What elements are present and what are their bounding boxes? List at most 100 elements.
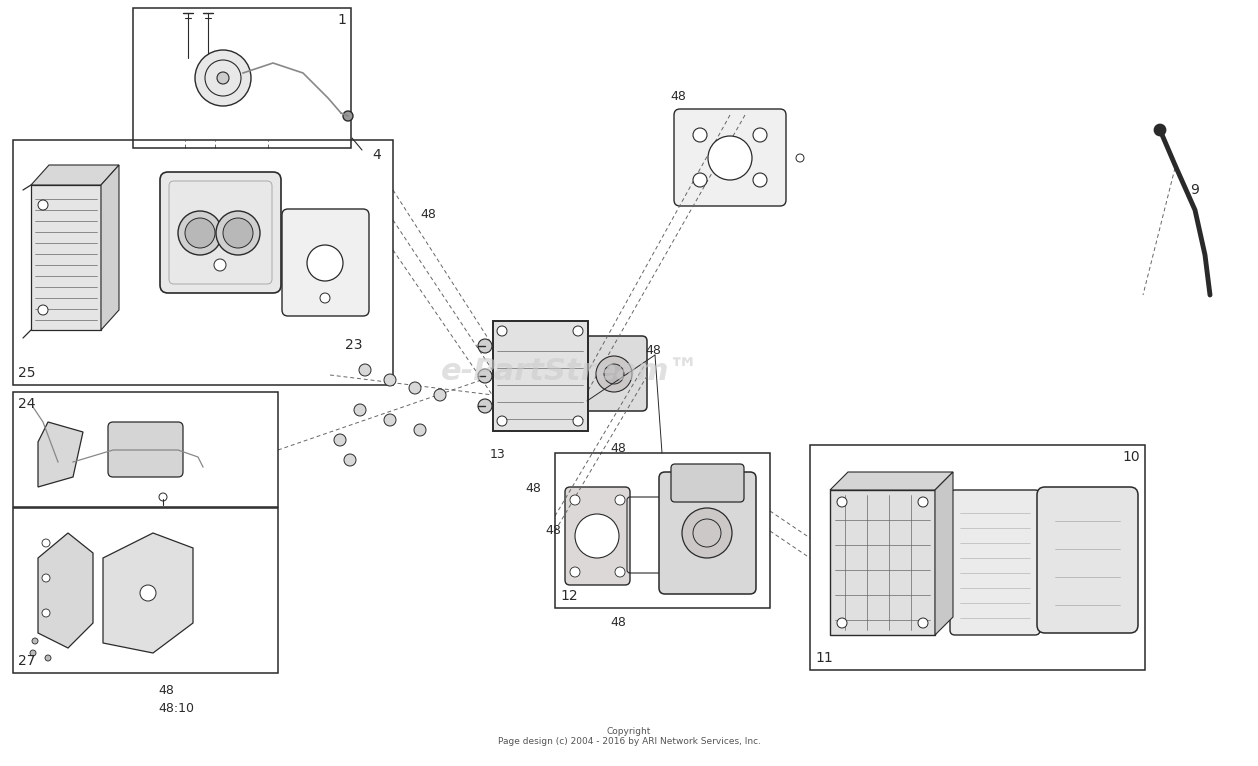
Polygon shape (38, 422, 83, 487)
Text: 27: 27 (18, 654, 35, 668)
Circle shape (42, 609, 50, 617)
Circle shape (320, 293, 330, 303)
Circle shape (693, 128, 707, 142)
Circle shape (343, 111, 353, 121)
Circle shape (45, 655, 52, 661)
Circle shape (335, 434, 346, 446)
Text: 25: 25 (18, 366, 35, 380)
Circle shape (353, 404, 366, 416)
Circle shape (177, 211, 221, 255)
Circle shape (918, 618, 928, 628)
Circle shape (384, 374, 396, 386)
FancyBboxPatch shape (674, 109, 786, 206)
Circle shape (754, 173, 767, 187)
Bar (493, 321, 587, 431)
Text: 48: 48 (610, 617, 626, 630)
Circle shape (185, 218, 215, 248)
Circle shape (216, 211, 260, 255)
Circle shape (214, 259, 226, 271)
FancyBboxPatch shape (950, 490, 1040, 635)
Circle shape (708, 136, 752, 180)
Text: 23: 23 (345, 338, 362, 352)
Circle shape (570, 495, 580, 505)
Circle shape (604, 364, 624, 384)
Circle shape (38, 200, 48, 210)
Polygon shape (31, 185, 101, 330)
Bar (13, 508, 278, 673)
Circle shape (30, 650, 36, 656)
Text: 13: 13 (491, 449, 506, 461)
Circle shape (575, 514, 619, 558)
Circle shape (359, 364, 371, 376)
FancyBboxPatch shape (582, 336, 647, 411)
Circle shape (497, 416, 507, 426)
Circle shape (918, 497, 928, 507)
Bar (555, 453, 770, 608)
Text: 48: 48 (159, 685, 174, 698)
Polygon shape (101, 165, 120, 330)
Bar (13, 392, 278, 507)
Circle shape (414, 424, 426, 436)
Circle shape (478, 369, 492, 383)
Circle shape (478, 339, 492, 353)
Bar (133, 8, 351, 148)
FancyBboxPatch shape (659, 472, 756, 594)
Circle shape (596, 356, 632, 392)
Text: 48: 48 (420, 208, 435, 221)
FancyBboxPatch shape (108, 422, 182, 477)
Circle shape (216, 72, 229, 84)
Text: Copyright
Page design (c) 2004 - 2016 by ARI Network Services, Inc.: Copyright Page design (c) 2004 - 2016 by… (497, 727, 761, 746)
Polygon shape (38, 533, 93, 648)
Circle shape (42, 539, 50, 547)
Circle shape (409, 382, 421, 394)
Circle shape (42, 574, 50, 582)
Circle shape (572, 416, 582, 426)
FancyBboxPatch shape (160, 172, 281, 293)
Circle shape (384, 414, 396, 426)
Circle shape (307, 245, 343, 281)
Circle shape (682, 508, 732, 558)
Circle shape (615, 567, 625, 577)
Circle shape (693, 173, 707, 187)
Polygon shape (830, 472, 954, 490)
Circle shape (572, 326, 582, 336)
Circle shape (140, 585, 156, 601)
Text: 24: 24 (18, 397, 35, 411)
Bar (13, 140, 392, 385)
Circle shape (478, 399, 492, 413)
Bar (810, 445, 1145, 670)
Circle shape (1155, 125, 1165, 135)
Circle shape (796, 154, 804, 162)
Text: e-PartStream™: e-PartStream™ (440, 356, 699, 385)
Text: 4: 4 (372, 148, 381, 162)
Text: 48: 48 (610, 441, 626, 454)
Circle shape (570, 567, 580, 577)
Text: 10: 10 (1122, 450, 1140, 464)
Polygon shape (935, 472, 954, 635)
Circle shape (223, 218, 253, 248)
Circle shape (837, 497, 847, 507)
Circle shape (38, 305, 48, 315)
Circle shape (837, 618, 847, 628)
Text: 48: 48 (671, 90, 686, 103)
FancyBboxPatch shape (671, 464, 743, 502)
Circle shape (159, 493, 167, 501)
Circle shape (497, 326, 507, 336)
FancyBboxPatch shape (282, 209, 369, 316)
Polygon shape (103, 533, 192, 653)
Text: 48: 48 (545, 523, 561, 536)
Text: 48: 48 (645, 343, 660, 356)
FancyBboxPatch shape (565, 487, 630, 585)
Text: 11: 11 (815, 651, 833, 665)
Text: 1: 1 (337, 13, 346, 27)
Circle shape (754, 128, 767, 142)
Circle shape (615, 495, 625, 505)
Text: 12: 12 (560, 589, 577, 603)
Circle shape (31, 638, 38, 644)
Text: 9: 9 (1190, 183, 1199, 197)
Circle shape (434, 389, 447, 401)
Circle shape (343, 454, 356, 466)
Bar (830, 490, 935, 635)
Text: 48:10: 48:10 (159, 702, 194, 715)
Polygon shape (31, 165, 120, 185)
